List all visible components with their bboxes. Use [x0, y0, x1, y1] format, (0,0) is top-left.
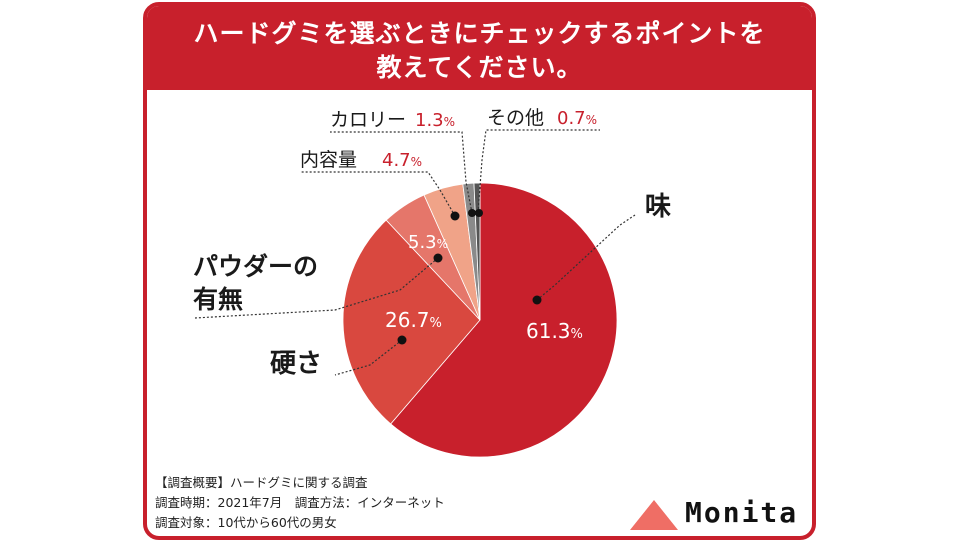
value-label-other: 0.7% — [557, 108, 597, 129]
value-label-calorie: 1.3% — [415, 110, 455, 131]
category-label-calorie: カロリー — [330, 109, 406, 131]
pie-slice-0 — [390, 182, 618, 458]
title-banner: ハードグミを選ぶときにチェックするポイントを 教えてください。 — [147, 6, 812, 90]
logo-text: Monita — [685, 496, 799, 529]
marker-dots — [397, 209, 542, 345]
logo-triangle-icon — [630, 500, 678, 530]
dot-amount — [450, 211, 460, 221]
dot-taste — [532, 295, 542, 305]
leader-other — [477, 129, 600, 214]
category-label-taste: 味 — [645, 192, 671, 222]
leader-calorie — [330, 131, 473, 214]
leader-lines — [194, 129, 636, 376]
footer-survey-period-method: 調査時期：2021年7月 調査方法：インターネット — [155, 495, 445, 510]
dot-calorie — [468, 209, 476, 217]
category-label-powder-1: パウダーの — [193, 252, 318, 281]
chart-title-line-1: ハードグミを選ぶときにチェックするポイントを — [193, 19, 766, 48]
dot-hardness — [397, 335, 407, 345]
category-label-hardness: 硬さ — [270, 349, 322, 379]
footer-survey-summary: 【調査概要】ハードグミに関する調査 — [155, 475, 368, 490]
leader-amount — [300, 171, 456, 217]
value-label-powder: 5.3% — [408, 232, 448, 253]
leader-taste — [536, 214, 636, 301]
value-label-amount: 4.7% — [382, 150, 422, 171]
brand-logo: Monita — [630, 496, 810, 536]
pie-slice-5 — [473, 182, 481, 321]
category-label-other: その他 — [487, 107, 544, 129]
leader-hardness — [334, 339, 403, 376]
category-label-amount: 内容量 — [300, 149, 357, 171]
pie-slice-1 — [342, 219, 481, 425]
pie-slices — [342, 182, 618, 458]
dot-powder — [433, 253, 443, 263]
leader-powder — [194, 257, 439, 319]
category-label-powder-2: 有無 — [193, 285, 243, 314]
value-label-hardness: 26.7% — [385, 308, 442, 332]
value-label-taste: 61.3% — [526, 319, 583, 343]
dot-other — [475, 209, 483, 217]
footer-survey-target: 調査対象：10代から60代の男女 — [155, 515, 337, 530]
chart-title-line-2: 教えてください。 — [376, 53, 583, 82]
